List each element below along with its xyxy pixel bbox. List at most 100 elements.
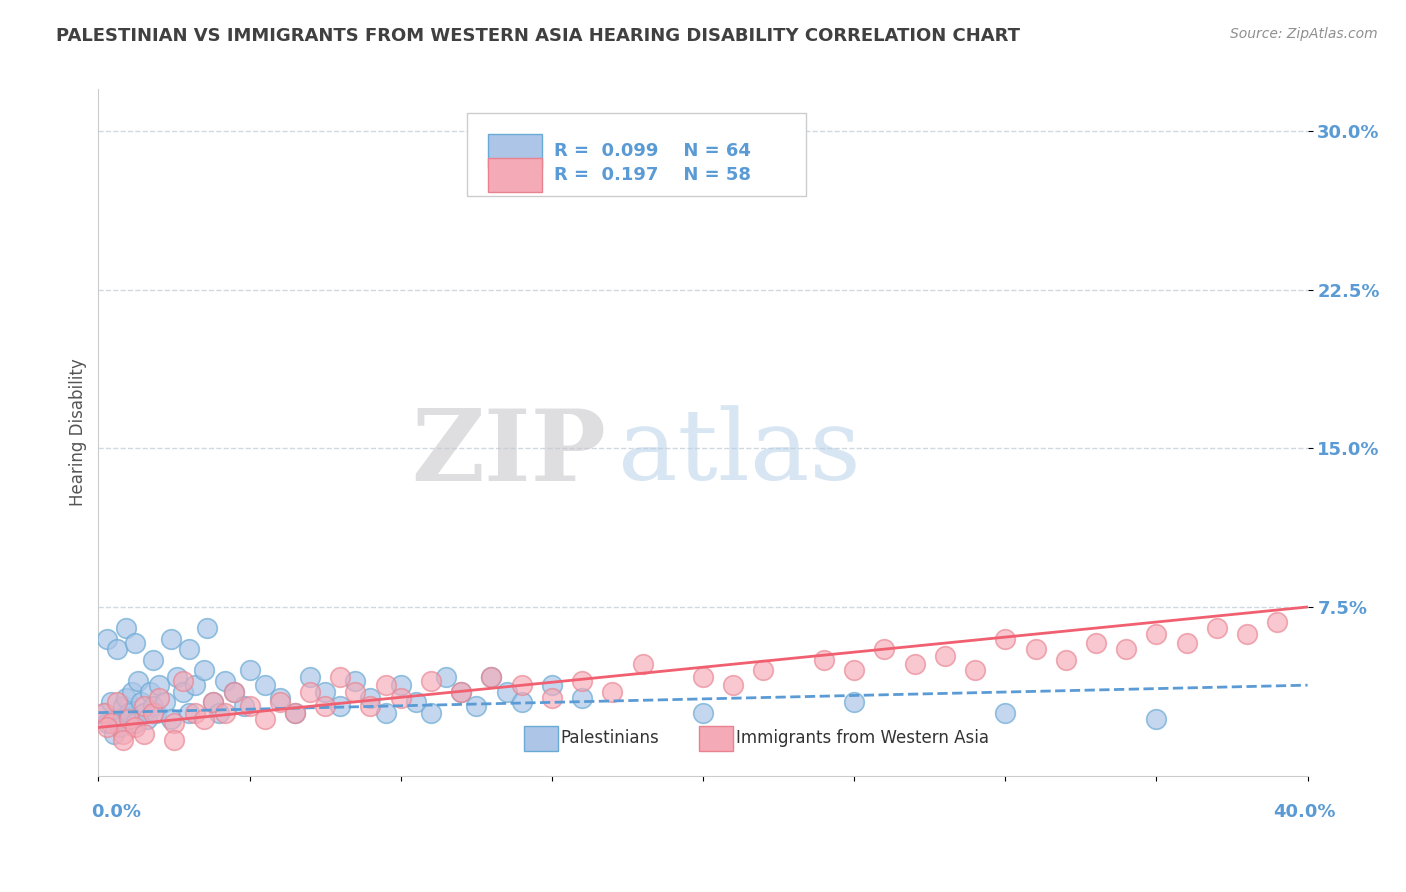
- Point: [224, 684, 246, 698]
- Point: [208, 706, 231, 720]
- Point: [172, 684, 194, 698]
- Text: atlas: atlas: [619, 405, 860, 501]
- Point: [374, 678, 396, 692]
- Point: [965, 664, 987, 678]
- Point: [540, 690, 562, 705]
- Point: [374, 706, 396, 720]
- Point: [193, 712, 215, 726]
- Point: [344, 684, 367, 698]
- Point: [129, 695, 152, 709]
- Point: [118, 706, 141, 720]
- Point: [344, 673, 367, 688]
- Point: [239, 699, 262, 714]
- Point: [481, 670, 503, 684]
- Point: [571, 673, 593, 688]
- Point: [160, 712, 183, 726]
- Point: [111, 699, 134, 714]
- Point: [405, 695, 427, 709]
- Point: [148, 690, 170, 705]
- Point: [904, 657, 927, 671]
- Point: [1144, 712, 1167, 726]
- Point: [127, 673, 149, 688]
- Point: [160, 632, 183, 646]
- Point: [1144, 627, 1167, 641]
- Point: [1054, 653, 1077, 667]
- Point: [1175, 636, 1198, 650]
- Point: [329, 670, 352, 684]
- Point: [124, 636, 146, 650]
- Text: Source: ZipAtlas.com: Source: ZipAtlas.com: [1230, 27, 1378, 41]
- Point: [1206, 621, 1229, 635]
- Point: [269, 695, 291, 709]
- Point: [105, 642, 128, 657]
- Point: [166, 670, 188, 684]
- Point: [214, 673, 236, 688]
- Point: [93, 706, 115, 720]
- Point: [844, 664, 866, 678]
- Point: [1267, 615, 1289, 629]
- Text: 0.0%: 0.0%: [91, 803, 142, 821]
- Y-axis label: Hearing Disability: Hearing Disability: [69, 359, 87, 507]
- Point: [184, 706, 207, 720]
- Point: [114, 690, 136, 705]
- Point: [540, 678, 562, 692]
- Point: [184, 678, 207, 692]
- Text: PALESTINIAN VS IMMIGRANTS FROM WESTERN ASIA HEARING DISABILITY CORRELATION CHART: PALESTINIAN VS IMMIGRANTS FROM WESTERN A…: [56, 27, 1021, 45]
- Point: [723, 678, 745, 692]
- Point: [93, 706, 115, 720]
- Point: [118, 712, 141, 726]
- Point: [692, 706, 714, 720]
- Point: [132, 699, 155, 714]
- Point: [495, 684, 517, 698]
- Point: [602, 684, 624, 698]
- Point: [813, 653, 835, 667]
- Point: [314, 699, 336, 714]
- Point: [179, 642, 201, 657]
- Point: [269, 690, 291, 705]
- Point: [314, 684, 336, 698]
- Point: [139, 684, 162, 698]
- Text: R =  0.099    N = 64: R = 0.099 N = 64: [554, 142, 751, 160]
- Point: [434, 670, 457, 684]
- Point: [124, 716, 146, 731]
- FancyBboxPatch shape: [524, 726, 558, 751]
- Point: [179, 706, 201, 720]
- Point: [145, 706, 167, 720]
- Point: [142, 706, 165, 720]
- Point: [360, 690, 382, 705]
- Point: [360, 699, 382, 714]
- FancyBboxPatch shape: [699, 726, 734, 751]
- Point: [163, 733, 186, 747]
- Point: [420, 673, 443, 688]
- Point: [873, 642, 896, 657]
- Point: [96, 721, 118, 735]
- Point: [284, 706, 307, 720]
- Point: [121, 684, 143, 698]
- Point: [108, 721, 131, 735]
- Point: [465, 699, 488, 714]
- Point: [1236, 627, 1258, 641]
- Text: Immigrants from Western Asia: Immigrants from Western Asia: [735, 730, 988, 747]
- Point: [111, 727, 134, 741]
- Point: [253, 678, 276, 692]
- Point: [132, 727, 155, 741]
- Point: [100, 695, 122, 709]
- Point: [631, 657, 654, 671]
- Point: [994, 706, 1017, 720]
- Point: [153, 695, 176, 709]
- FancyBboxPatch shape: [488, 134, 543, 169]
- Point: [1024, 642, 1046, 657]
- Point: [111, 733, 134, 747]
- Point: [299, 684, 322, 698]
- Point: [844, 695, 866, 709]
- Point: [571, 690, 593, 705]
- Point: [994, 632, 1017, 646]
- Point: [232, 699, 254, 714]
- Point: [163, 716, 186, 731]
- Point: [100, 716, 122, 731]
- Point: [752, 664, 775, 678]
- Text: R =  0.197    N = 58: R = 0.197 N = 58: [554, 166, 751, 184]
- Point: [299, 670, 322, 684]
- Point: [96, 632, 118, 646]
- Point: [1085, 636, 1108, 650]
